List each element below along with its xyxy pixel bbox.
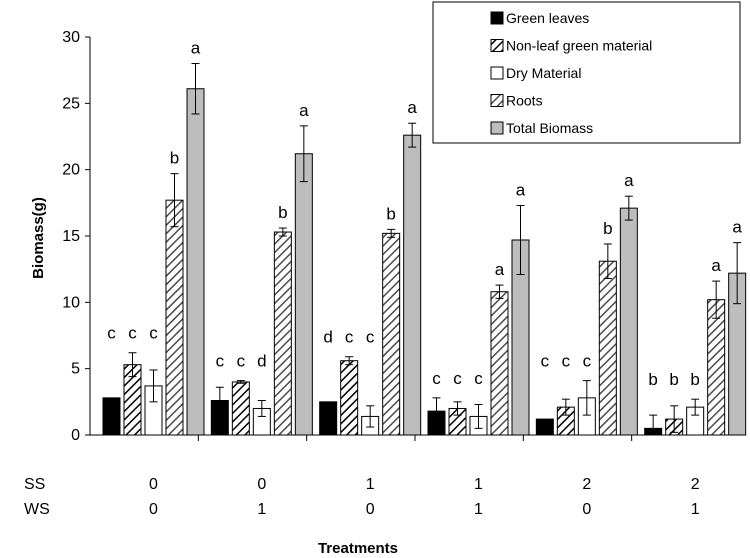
significance-label: c [237,352,246,371]
y-tick-label: 25 [62,95,80,112]
x-axis [90,434,740,441]
legend-box [432,1,741,144]
significance-label: b [170,149,179,168]
significance-label: d [257,352,266,371]
ws-row-label: WS [24,501,50,518]
legend-swatch [490,39,504,52]
significance-label: c [345,328,354,347]
bar [102,397,121,436]
ss-value: 2 [582,476,591,493]
significance-label: b [669,370,678,389]
significance-label: a [624,171,634,190]
bar [340,360,359,436]
bars [102,88,747,436]
significance-label: c [216,352,225,371]
error-bars [128,63,742,436]
legend-label: Roots [506,93,543,109]
ss-row-label: SS [24,476,45,493]
bar [490,291,509,436]
significance-label: b [386,204,395,223]
ws-value: 1 [474,501,483,518]
ws-value: 1 [257,501,266,518]
significance-label: c [432,369,441,388]
bar [186,88,205,436]
y-tick-label: 15 [62,228,80,245]
ss-value: 1 [474,476,483,493]
bar [231,381,250,436]
significance-label: c [541,352,550,371]
legend-swatch [490,66,504,80]
significance-label: c [149,324,158,343]
legend-label: Non-leaf green material [506,38,652,54]
legend-swatch [490,94,504,107]
ws-value: 0 [366,501,375,518]
significance-label: c [128,324,137,343]
ss-value: 1 [366,476,375,493]
x-axis-title: Treatments [318,540,398,557]
bar [382,232,401,436]
significance-label: a [407,98,417,117]
significance-label: c [366,328,375,347]
bar [598,260,617,436]
bar [319,401,338,436]
significance-label: a [711,256,721,275]
bar [165,199,184,436]
significance-label: d [323,328,332,347]
legend-swatch [490,121,504,135]
y-tick-label: 30 [62,29,80,46]
significance-label: a [191,39,201,58]
significance-label: a [299,101,309,120]
ws-value: 0 [149,501,158,518]
ws-value: 0 [582,501,591,518]
y-tick-label: 5 [71,361,80,378]
treatment-rows: SS WS 0 0 0 1 1 0 1 1 2 0 2 1 [24,476,700,518]
legend-label: Green leaves [506,10,589,26]
ws-value: 1 [691,501,700,518]
bar [619,207,638,436]
significance-label: c [474,369,483,388]
significance-label: c [562,352,571,371]
significance-label: c [453,369,462,388]
bar [707,299,726,436]
y-tick-label: 20 [62,162,80,179]
y-axis: 0 5 10 15 20 25 30 [62,29,91,444]
bar [535,418,554,436]
bar [403,134,422,436]
significance-label: a [516,180,526,199]
legend-label: Dry Material [506,65,581,81]
ss-value: 2 [691,476,700,493]
significance-label: b [690,370,699,389]
significance-label: b [278,203,287,222]
bar [294,153,313,436]
significance-label: b [603,219,612,238]
legend-swatch [490,11,504,25]
significance-label: b [648,370,657,389]
ss-value: 0 [149,476,158,493]
significance-label: a [732,218,742,237]
ss-value: 0 [257,476,266,493]
legend: Green leaves Non-leaf green material Dry M… [432,1,741,144]
significance-label: a [495,260,505,279]
y-tick-label: 0 [71,427,80,444]
legend-label: Total Biomass [506,120,593,136]
y-axis-title: Biomass(g) [30,197,47,279]
significance-label: c [107,324,116,343]
significance-label: c [583,352,592,371]
y-tick-label: 10 [62,294,80,311]
bar [273,231,292,436]
